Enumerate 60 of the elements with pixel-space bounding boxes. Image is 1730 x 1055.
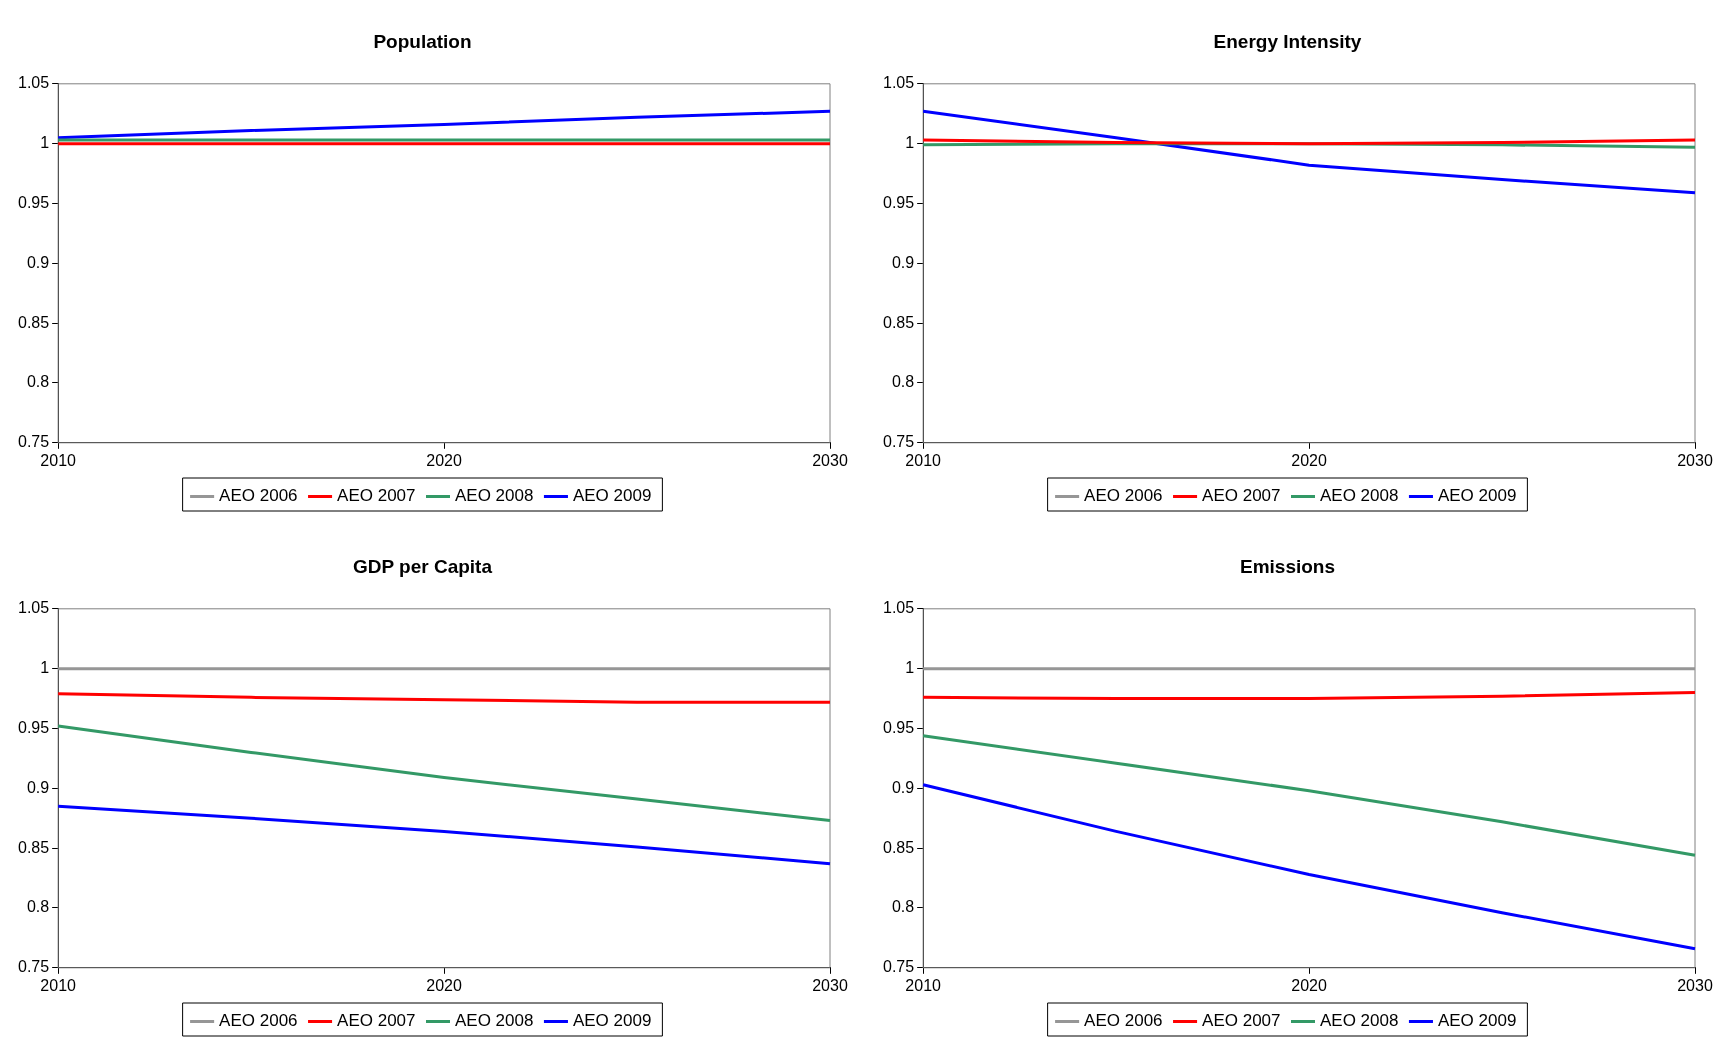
y-tick-label: 0.95 xyxy=(18,193,50,211)
legend-label: AEO 2006 xyxy=(219,1011,298,1031)
x-tick-label: 2020 xyxy=(426,451,462,469)
x-tick-label: 2020 xyxy=(426,976,462,994)
y-tick-label: 1 xyxy=(905,659,915,677)
x-tick-label: 2030 xyxy=(812,451,848,469)
y-tick-label: 1.05 xyxy=(883,74,915,92)
chart-title: Emissions xyxy=(1239,555,1336,577)
y-tick-label: 0.95 xyxy=(883,718,915,736)
y-tick-label: 0.75 xyxy=(883,433,915,451)
legend-label: AEO 2009 xyxy=(1437,486,1517,506)
y-tick-label: 0.8 xyxy=(891,373,915,391)
y-tick-label: 1 xyxy=(905,134,915,152)
y-tick-label: 0.85 xyxy=(18,313,50,331)
y-tick-label: 0.8 xyxy=(26,898,50,916)
x-tick-label: 2030 xyxy=(1677,976,1713,994)
y-tick-label: 0.85 xyxy=(883,313,915,331)
chart-title: GDP per Capita xyxy=(352,555,493,577)
legend-label: AEO 2008 xyxy=(1320,486,1399,506)
chart-title: Energy Intensity xyxy=(1213,30,1362,52)
legend-label: AEO 2007 xyxy=(337,486,416,506)
y-tick-label: 0.95 xyxy=(883,193,915,211)
legend-label: AEO 2006 xyxy=(1084,1011,1163,1031)
legend-label: AEO 2009 xyxy=(572,486,652,506)
legend-label: AEO 2009 xyxy=(572,1011,652,1031)
y-tick-label: 0.75 xyxy=(883,958,915,976)
legend-label: AEO 2006 xyxy=(219,486,298,506)
y-tick-label: 1.05 xyxy=(883,599,915,617)
legend-label: AEO 2007 xyxy=(337,1011,416,1031)
legend-label: AEO 2009 xyxy=(1437,1011,1517,1031)
legend-label: AEO 2006 xyxy=(1084,486,1163,506)
y-tick-label: 1 xyxy=(40,134,50,152)
legend-label: AEO 2007 xyxy=(1202,486,1281,506)
y-tick-label: 1.05 xyxy=(18,74,50,92)
x-tick-label: 2010 xyxy=(40,451,77,469)
y-tick-label: 0.85 xyxy=(883,838,915,856)
legend-label: AEO 2007 xyxy=(1202,1011,1281,1031)
legend-label: AEO 2008 xyxy=(455,486,534,506)
legend-label: AEO 2008 xyxy=(1320,1011,1399,1031)
y-tick-label: 0.95 xyxy=(18,718,50,736)
y-tick-label: 0.9 xyxy=(891,253,915,271)
y-tick-label: 0.8 xyxy=(891,898,915,916)
y-tick-label: 0.9 xyxy=(891,778,915,796)
y-tick-label: 0.9 xyxy=(26,253,50,271)
x-tick-label: 2030 xyxy=(812,976,848,994)
y-tick-label: 0.75 xyxy=(18,433,50,451)
legend-label: AEO 2008 xyxy=(455,1011,534,1031)
x-tick-label: 2020 xyxy=(1291,976,1327,994)
y-tick-label: 0.8 xyxy=(26,373,50,391)
y-tick-label: 0.75 xyxy=(18,958,50,976)
x-tick-label: 2010 xyxy=(905,451,942,469)
y-tick-label: 0.85 xyxy=(18,838,50,856)
chart-title: Population xyxy=(373,30,472,52)
x-tick-label: 2010 xyxy=(40,976,77,994)
y-tick-label: 1.05 xyxy=(18,599,50,617)
y-tick-label: 0.9 xyxy=(26,778,50,796)
x-tick-label: 2030 xyxy=(1677,451,1713,469)
y-tick-label: 1 xyxy=(40,659,50,677)
x-tick-label: 2020 xyxy=(1291,451,1327,469)
x-tick-label: 2010 xyxy=(905,976,942,994)
